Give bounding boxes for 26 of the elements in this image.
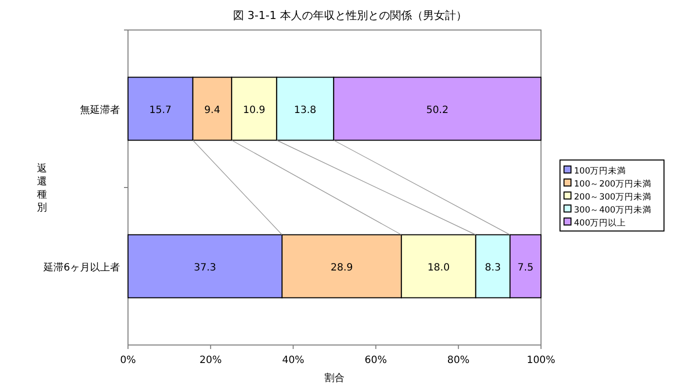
- text: 50.2: [426, 104, 448, 116]
- x-axis-title: 割合: [324, 372, 344, 384]
- text: 28.9: [330, 262, 353, 274]
- y-axis-title: 返還種別: [37, 162, 47, 214]
- legend-label: 100～200万円未満: [574, 178, 652, 190]
- text: 15.7: [149, 104, 172, 116]
- y-tick-label: 無延滞者: [80, 104, 120, 116]
- text: 8.3: [484, 262, 501, 274]
- chart-title: 図 3-1-1 本人の年収と性別との関係（男女計）: [233, 9, 467, 22]
- text: 18.0: [427, 262, 450, 274]
- text: 10.9: [243, 104, 266, 116]
- legend-label: 300～400万円未満: [574, 204, 652, 216]
- text: 37.3: [194, 262, 216, 274]
- x-tick-label: 20%: [199, 355, 222, 366]
- x-tick-label: 60%: [364, 355, 387, 366]
- x-tick-label: 0%: [120, 355, 136, 366]
- legend-label: 400万円以上: [574, 218, 626, 228]
- text: 13.8: [294, 104, 316, 116]
- legend-label: 100万円未満: [574, 166, 626, 176]
- x-tick-label: 80%: [447, 355, 470, 366]
- x-tick-label: 100%: [526, 355, 556, 366]
- y-tick-label: 延滞6ヶ月以上者: [42, 261, 120, 274]
- legend-label: 200～300万円未満: [574, 192, 652, 202]
- x-tick-label: 40%: [282, 355, 304, 366]
- text: 7.5: [518, 262, 534, 274]
- text: 9.4: [204, 104, 220, 116]
